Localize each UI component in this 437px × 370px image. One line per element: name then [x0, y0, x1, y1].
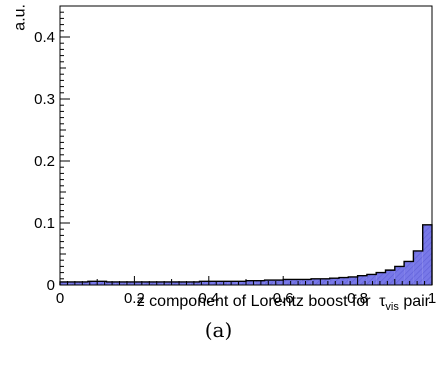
- axis-ticks: [59, 5, 433, 286]
- histogram-bar: [97, 281, 107, 285]
- x-axis-label-subscript: vis: [385, 301, 399, 313]
- histogram-bar: [339, 277, 349, 285]
- x-tick-label: 0.8: [347, 290, 368, 307]
- x-tick-label: 0: [56, 290, 64, 307]
- histogram-bar: [60, 281, 70, 285]
- figure-caption: (a): [204, 318, 233, 342]
- histogram-bars: [60, 224, 432, 285]
- histogram-bar: [283, 279, 293, 285]
- histogram-bar: [199, 281, 209, 285]
- x-tick-label: 0.4: [198, 290, 219, 307]
- histogram-bar: [125, 281, 135, 285]
- histogram-bar: [329, 278, 339, 285]
- histogram-bar: [171, 281, 181, 285]
- histogram-bar: [376, 272, 386, 285]
- y-tick-labels: 0 0.1 0.2 0.3 0.4: [34, 29, 55, 294]
- histogram-bar: [320, 278, 330, 285]
- histogram-bar: [255, 280, 265, 285]
- histogram-bar: [301, 279, 312, 285]
- histogram-bar: [357, 275, 367, 285]
- histogram-bar: [106, 281, 116, 285]
- x-tick-label: 0.2: [124, 290, 145, 307]
- y-tick-label: 0: [47, 277, 55, 294]
- histogram-bar: [134, 281, 144, 285]
- histogram-bar: [394, 266, 405, 285]
- histogram-bar: [115, 281, 126, 285]
- histogram-bar: [348, 276, 358, 285]
- histogram-bar: [143, 281, 153, 285]
- x-tick-label: 1: [428, 290, 436, 307]
- y-tick-label: 0.4: [34, 29, 55, 46]
- histogram-bar: [273, 280, 284, 285]
- x-axis-label-symbol: τ: [379, 293, 386, 310]
- x-axis-label-text: z component of Lorentz boost for: [137, 293, 372, 310]
- histogram-bar: [69, 281, 79, 285]
- histogram-bar: [236, 281, 246, 285]
- histogram-bar: [218, 281, 228, 285]
- y-tick-label: 0.2: [34, 153, 55, 170]
- histogram-bar: [180, 281, 191, 285]
- histogram-bar: [385, 270, 395, 285]
- y-tick-label: 0.3: [34, 91, 55, 108]
- histogram-bar: [190, 281, 200, 285]
- plot-frame: [59, 5, 433, 286]
- histogram-bar: [413, 250, 423, 285]
- histogram-bar: [162, 281, 172, 285]
- histogram-bar: [227, 281, 237, 285]
- x-tick-labels: 0 0.2 0.4 0.6 0.8 1: [56, 290, 436, 307]
- histogram-bar: [208, 281, 219, 285]
- y-tick-label: 0.1: [34, 215, 55, 232]
- histogram-bar: [422, 224, 432, 285]
- histogram-bar: [366, 274, 377, 285]
- histogram-bar: [246, 280, 256, 285]
- y-axis-label: a.u.: [12, 4, 29, 31]
- histogram-bar: [264, 280, 274, 285]
- x-tick-label: 0.6: [273, 290, 294, 307]
- histogram-bar: [311, 278, 321, 285]
- histogram-bar: [153, 281, 163, 285]
- histogram-bar: [87, 281, 98, 285]
- histogram-bar: [78, 281, 88, 285]
- x-axis-label: z component of Lorentz boost for τvis pa…: [137, 293, 431, 313]
- histogram-bar: [404, 261, 414, 285]
- histogram-bar: [292, 279, 302, 285]
- x-axis-label-suffix: pair: [399, 293, 431, 310]
